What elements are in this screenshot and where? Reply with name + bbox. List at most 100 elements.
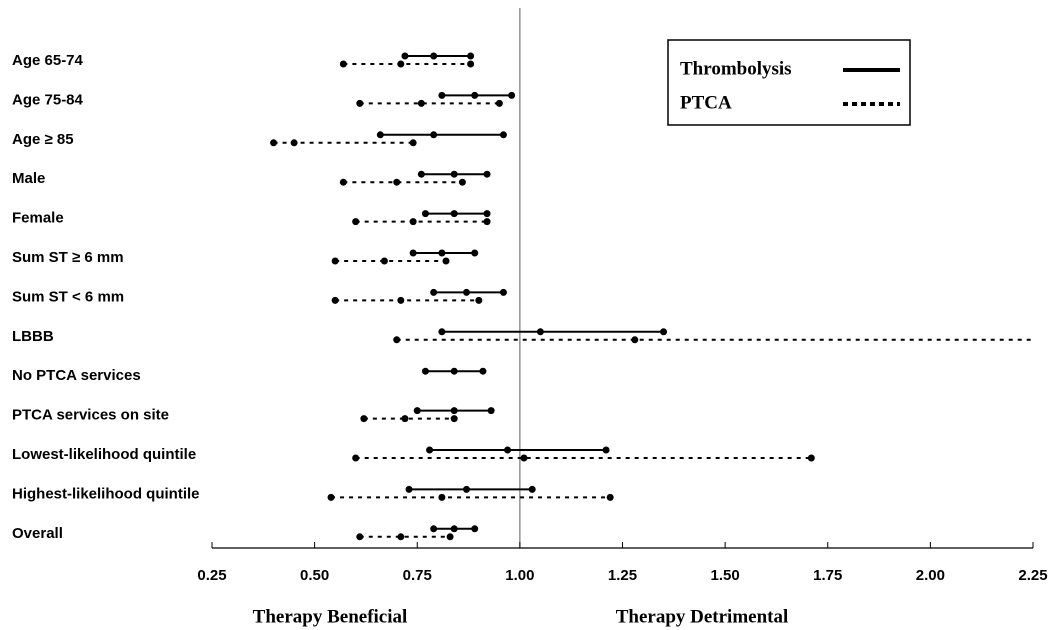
x-tick-label: 1.50 <box>711 567 740 584</box>
y-category-label: Male <box>12 170 45 187</box>
legend-label: PTCA <box>680 92 732 113</box>
point-estimate <box>463 485 471 493</box>
ci-low <box>327 493 335 501</box>
ci-high <box>475 296 483 304</box>
ci-high <box>442 257 450 265</box>
ci-low <box>438 91 446 99</box>
ci-high <box>467 60 475 68</box>
x-tick-label: 0.75 <box>403 567 432 584</box>
ci-high <box>483 210 491 218</box>
ci-high <box>528 485 536 493</box>
ci-low <box>426 446 434 454</box>
ci-low <box>421 367 429 375</box>
point-estimate <box>450 210 458 218</box>
ci-high <box>807 454 815 462</box>
y-category-label: Age 65-74 <box>12 52 84 69</box>
y-category-label: PTCA services on site <box>12 407 169 424</box>
ci-low <box>401 52 409 60</box>
ci-low <box>352 218 360 226</box>
annotation: Therapy Beneficial <box>253 606 408 627</box>
y-category-label: Overall <box>12 525 63 542</box>
point-estimate <box>463 288 471 296</box>
ci-low <box>413 407 421 415</box>
ci-low <box>270 139 278 147</box>
ci-high <box>495 99 503 107</box>
legend-label: Thrombolysis <box>680 58 792 79</box>
ci-low <box>356 99 364 107</box>
ci-low <box>352 454 360 462</box>
point-estimate <box>438 493 446 501</box>
ci-high <box>471 525 479 533</box>
ci-high <box>450 415 458 423</box>
ci-low <box>405 485 413 493</box>
ci-high <box>471 249 479 257</box>
y-category-label: Highest-likelihood quintile <box>12 485 200 502</box>
y-category-label: Age ≥ 85 <box>12 131 74 148</box>
ci-high <box>602 446 610 454</box>
x-tick-label: 2.00 <box>916 567 945 584</box>
y-category-label: LBBB <box>12 328 54 345</box>
ci-low <box>339 60 347 68</box>
point-estimate <box>450 170 458 178</box>
point-estimate <box>520 454 528 462</box>
point-estimate <box>450 367 458 375</box>
y-category-label: No PTCA services <box>12 367 141 384</box>
point-estimate <box>401 415 409 423</box>
point-estimate <box>471 91 479 99</box>
ci-high <box>446 533 454 541</box>
point-estimate <box>430 131 438 139</box>
point-estimate <box>409 218 417 226</box>
point-estimate <box>536 328 544 336</box>
ci-low <box>331 257 339 265</box>
y-category-label: Sum ST ≥ 6 mm <box>12 249 124 266</box>
ci-low <box>417 170 425 178</box>
point-estimate <box>417 99 425 107</box>
ci-high <box>483 218 491 226</box>
x-tick-label: 2.25 <box>1018 567 1047 584</box>
point-estimate <box>397 60 405 68</box>
ci-low <box>421 210 429 218</box>
x-tick-label: 1.00 <box>505 567 534 584</box>
ci-low <box>409 249 417 257</box>
ci-high <box>458 178 466 186</box>
point-estimate <box>504 446 512 454</box>
y-category-label: Age 75-84 <box>12 91 84 108</box>
ci-high <box>483 170 491 178</box>
point-estimate <box>393 178 401 186</box>
ci-low <box>430 288 438 296</box>
point-estimate <box>450 525 458 533</box>
x-tick-label: 0.25 <box>197 567 226 584</box>
ci-low <box>393 336 401 344</box>
ci-high <box>467 52 475 60</box>
point-estimate <box>397 296 405 304</box>
point-estimate <box>438 249 446 257</box>
ci-high <box>479 367 487 375</box>
annotation: Therapy Detrimental <box>616 606 789 627</box>
ci-high <box>660 328 668 336</box>
point-estimate <box>631 336 639 344</box>
legend-box <box>667 39 911 126</box>
ci-high <box>487 407 495 415</box>
ci-low <box>438 328 446 336</box>
x-tick-label: 1.75 <box>813 567 842 584</box>
ci-low <box>331 296 339 304</box>
y-category-label: Female <box>12 210 64 227</box>
x-tick-label: 0.50 <box>300 567 329 584</box>
ci-low <box>376 131 384 139</box>
ci-low <box>360 415 368 423</box>
point-estimate <box>380 257 388 265</box>
y-category-label: Lowest-likelihood quintile <box>12 446 196 463</box>
ci-low <box>430 525 438 533</box>
ci-low <box>356 533 364 541</box>
point-estimate <box>290 139 298 147</box>
ci-high <box>606 493 614 501</box>
ci-high <box>499 288 507 296</box>
point-estimate <box>397 533 405 541</box>
ci-high <box>499 131 507 139</box>
y-category-label: Sum ST < 6 mm <box>12 288 124 305</box>
point-estimate <box>430 52 438 60</box>
ci-low <box>339 178 347 186</box>
x-tick-label: 1.25 <box>608 567 637 584</box>
point-estimate <box>450 407 458 415</box>
